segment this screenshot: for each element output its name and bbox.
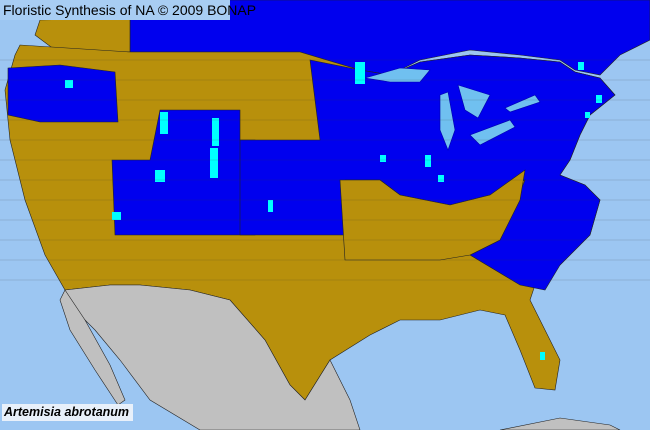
map-title: Floristic Synthesis of NA © 2009 BONAP <box>0 0 256 20</box>
great-lakes <box>364 67 541 151</box>
rare-occurrence-counties <box>65 62 602 360</box>
mexico-region <box>64 284 361 430</box>
county-grid <box>0 59 650 281</box>
oregon-region <box>7 64 119 123</box>
species-label: Artemisia abrotanum <box>2 404 134 421</box>
cuba <box>499 417 621 430</box>
